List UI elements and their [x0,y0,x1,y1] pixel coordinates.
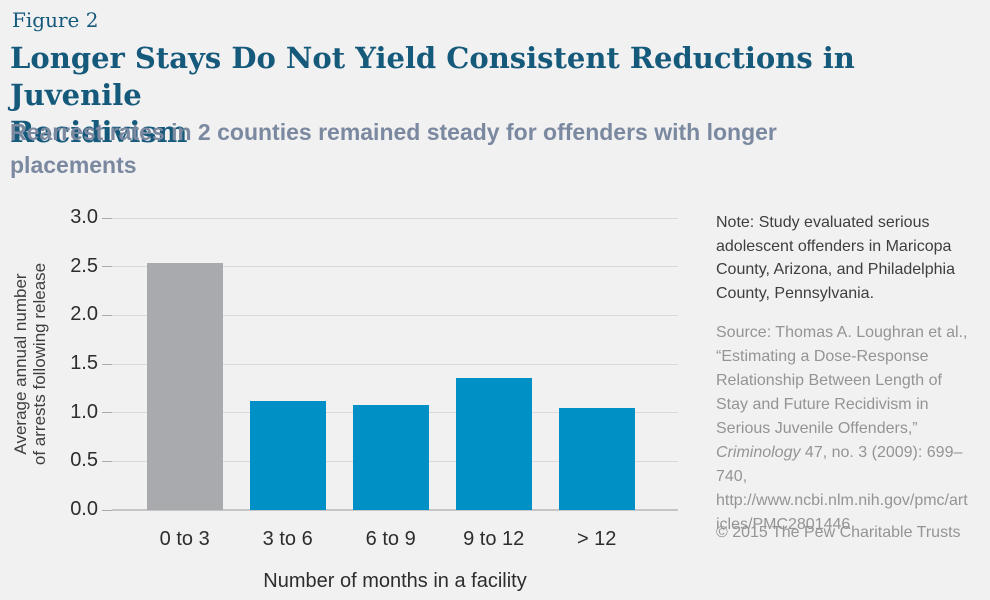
y-tick-mark-2.0 [102,314,112,316]
x-axis-title: Number of months in a facility [263,570,527,592]
x-tick-label-gt-12: > 12 [576,528,617,550]
figure-label: Figure 2 [12,8,99,32]
bar-3-to-6 [249,401,326,510]
y-tick-mark-2.5 [102,266,112,268]
gridline-3.0 [112,217,678,219]
gridline-2.5 [112,266,678,268]
gridline-1.5 [112,363,678,365]
y-tick-label-1.0: 1.0 [70,400,98,423]
x-tick-label-9-to-12: 9 to 12 [463,528,525,550]
source-prefix: Source: Thomas A. Loughran et al., “Esti… [716,324,968,437]
y-axis-title: Average annual number of arrests followi… [11,263,49,465]
y-tick-label-0.5: 0.5 [70,449,98,472]
x-tick-label-6-to-9: 6 to 9 [365,528,416,550]
y-axis-title-line1: Average annual number [11,273,30,455]
y-tick-mark-0.0 [102,509,112,511]
copyright-text: © 2015 The Pew Charitable Trusts [716,524,961,541]
bar-0-to-3 [146,262,223,510]
source-text: Source: Thomas A. Loughran et al., “Esti… [716,321,970,537]
chart-title: Longer Stays Do Not Yield Consistent Red… [10,41,855,149]
gridline-0.0 [112,509,678,511]
y-tick-label-2.0: 2.0 [70,303,98,326]
y-tick-label-3.0: 3.0 [70,206,98,228]
bar-9-to-12 [455,377,532,510]
y-tick-label-1.5: 1.5 [70,352,98,374]
y-tick-mark-0.5 [102,460,112,462]
y-tick-mark-3.0 [102,217,112,219]
bar-6-to-9 [352,404,429,510]
chart-subtitle: Rearrest rates in 2 counties remained st… [10,119,777,178]
y-tick-label-0.0: 0.0 [70,498,98,520]
source-journal: Criminology [716,444,801,461]
x-tick-label-3-to-6: 3 to 6 [262,528,313,550]
y-tick-mark-1.0 [102,412,112,414]
x-tick-label-0-to-3: 0 to 3 [159,528,210,550]
y-tick-label-2.5: 2.5 [70,254,98,277]
source-suffix: 47, no. 3 (2009): 699–740, http://www.nc… [716,444,968,533]
y-tick-mark-1.5 [102,363,112,365]
note-text: Note: Study evaluated serious adolescent… [716,214,955,302]
bar-gt-12 [558,407,635,510]
gridline-2.0 [112,314,678,316]
plot-area: Number of months in a facility 0.0 0.5 1.0… [70,206,678,592]
